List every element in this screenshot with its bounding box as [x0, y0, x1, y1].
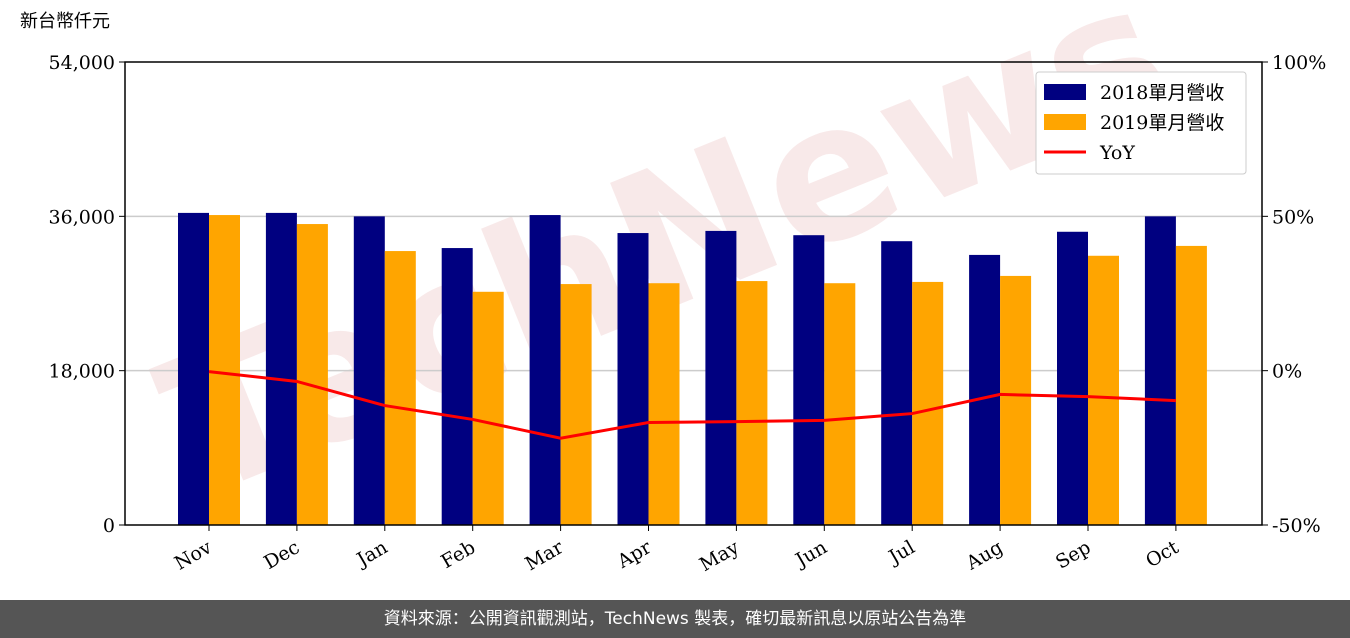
bar [178, 212, 209, 526]
legend-swatch [1044, 114, 1086, 130]
bar [648, 283, 680, 525]
legend: 2018單月營收 2019單月營收 YoY [1035, 71, 1247, 175]
x-tick-label: Nov [171, 536, 216, 575]
x-tick-label: Feb [437, 536, 479, 573]
legend-label: 2019單月營收 [1100, 112, 1224, 134]
bar [1144, 216, 1176, 526]
x-tick-label: Jul [884, 536, 919, 569]
bar [209, 215, 240, 525]
bar [1057, 231, 1088, 525]
x-tick-label: Jan [352, 536, 392, 572]
bar [705, 230, 737, 526]
y2-tick-label: -50% [1272, 515, 1321, 537]
plot-frame [124, 61, 1263, 526]
bar [441, 248, 473, 525]
bar [560, 284, 592, 525]
bar [881, 241, 913, 525]
y2-tick-label: 50% [1272, 206, 1314, 228]
unit-label: 新台幣仟元 [20, 11, 110, 32]
y-tick-label: 18,000 [49, 361, 115, 383]
x-tick-label: Jun [790, 536, 831, 572]
y-tick-label: 54,000 [49, 52, 115, 74]
bar [824, 283, 856, 525]
bar [912, 281, 944, 525]
bar [736, 281, 768, 525]
line [208, 370, 1176, 440]
bar [617, 233, 649, 525]
bar [1175, 245, 1207, 526]
bar [969, 254, 1001, 525]
bar [265, 212, 297, 526]
bar [384, 251, 416, 525]
y-tick-label: 36,000 [49, 206, 115, 228]
x-tick-label: Sep [1052, 536, 1095, 573]
bar [1000, 275, 1032, 525]
bar [296, 224, 328, 526]
x-tick-label: Oct [1142, 536, 1183, 572]
bar [793, 235, 825, 525]
bar [472, 291, 504, 525]
legend-swatch [1044, 84, 1086, 100]
y2-tick-label: 100% [1272, 52, 1326, 74]
chart: 新台幣仟元 TechNews 018,00036,00054,000-50%0%… [20, 0, 1326, 576]
bar [529, 215, 561, 525]
legend-label: 2018單月營收 [1100, 82, 1224, 104]
bar [1088, 255, 1119, 525]
x-tick-label: Apr [613, 536, 656, 573]
y2-tick-label: 0% [1272, 361, 1302, 383]
bar [353, 216, 385, 526]
legend-box [1035, 71, 1247, 175]
x-tick-label: May [696, 536, 743, 576]
x-tick-label: Mar [522, 536, 568, 575]
y-tick-label: 0 [103, 515, 115, 537]
x-tick-label: Dec [260, 536, 303, 574]
x-tick-label: Aug [962, 536, 1007, 575]
footer: 資料來源：公開資訊觀測站，TechNews 製表，確切最新訊息以原站公告為準 [0, 600, 1350, 638]
legend-label: YoY [1099, 142, 1135, 164]
